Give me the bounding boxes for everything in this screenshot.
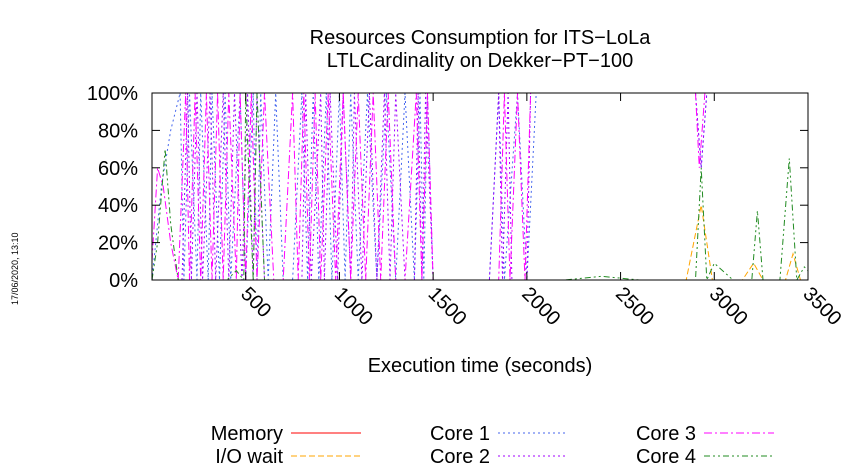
legend-label: I/O wait (215, 446, 283, 468)
x-axis-label: Execution time (seconds) (368, 355, 593, 377)
legend-label: Memory (211, 423, 283, 445)
x-tick-label: 3500 (798, 283, 845, 330)
series-line-core-3 (152, 93, 808, 280)
y-tick-label: 20% (98, 233, 138, 255)
timestamp-stamp: 17/06/2020, 13:10 (10, 232, 20, 305)
chart-title: Resources Consumption for ITS−LoLa (310, 27, 652, 49)
x-tick-label: 1000 (330, 283, 377, 330)
y-tick-label: 0% (109, 270, 138, 292)
y-axis: 0% 20% 40% 60% 80% 100% (87, 83, 808, 292)
y-tick-label: 60% (98, 158, 138, 180)
y-tick-label: 100% (87, 83, 138, 105)
x-tick-label: 2500 (611, 283, 658, 330)
series-line-core-1 (152, 93, 808, 280)
x-tick-label: 2000 (517, 283, 564, 330)
x-tick-label: 1500 (424, 283, 471, 330)
series-line-core-2 (152, 93, 808, 280)
y-tick-label: 40% (98, 195, 138, 217)
legend-label: Core 2 (430, 446, 490, 468)
x-tick-label: 500 (236, 283, 275, 322)
chart-subtitle: LTLCardinality on Dekker−PT−100 (327, 50, 633, 72)
y-tick-label: 80% (98, 120, 138, 142)
series-layer (152, 93, 808, 280)
legend-label: Core 4 (636, 446, 696, 468)
series-line-core-4 (152, 93, 808, 280)
legend-label: Core 3 (636, 423, 696, 445)
plot-frame (151, 92, 809, 281)
legend-label: Core 1 (430, 423, 490, 445)
x-tick-label: 3000 (705, 283, 752, 330)
